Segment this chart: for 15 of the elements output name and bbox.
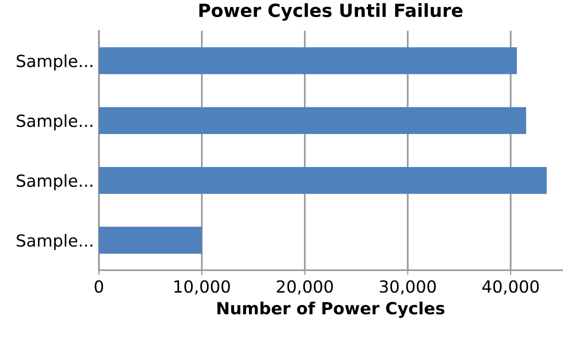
- x-tick-label: 30,000: [380, 280, 436, 295]
- y-tick-label: Sample...: [16, 54, 92, 71]
- y-tick-label: Sample...: [16, 174, 92, 190]
- y-tick-label: Sample...: [16, 234, 92, 250]
- bar: [98, 107, 526, 134]
- x-axis-title: Number of Power Cycles: [217, 302, 444, 318]
- bar: [98, 47, 517, 74]
- chart-title: Power Cycles Until Failure: [199, 3, 462, 21]
- bar: [98, 226, 202, 254]
- x-tick-label: 20,000: [276, 280, 333, 295]
- y-tick-label: Sample...: [16, 114, 92, 130]
- x-tick-label: 0: [94, 280, 104, 293]
- x-tick-label: 10,000: [174, 280, 230, 295]
- x-tick-label: 40,000: [482, 280, 539, 295]
- bar: [98, 166, 547, 194]
